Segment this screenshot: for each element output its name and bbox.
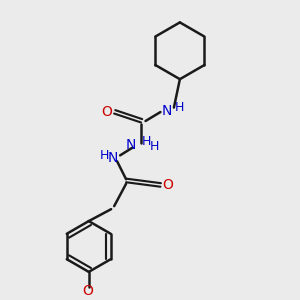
Text: N: N xyxy=(107,152,118,165)
Text: H: H xyxy=(150,140,159,153)
Text: O: O xyxy=(82,284,93,298)
Text: O: O xyxy=(101,105,112,119)
Text: N: N xyxy=(161,103,172,118)
Text: H: H xyxy=(100,149,109,162)
Text: H: H xyxy=(142,135,151,148)
Text: H: H xyxy=(175,101,184,114)
Text: N: N xyxy=(125,138,136,152)
Text: O: O xyxy=(163,178,173,192)
